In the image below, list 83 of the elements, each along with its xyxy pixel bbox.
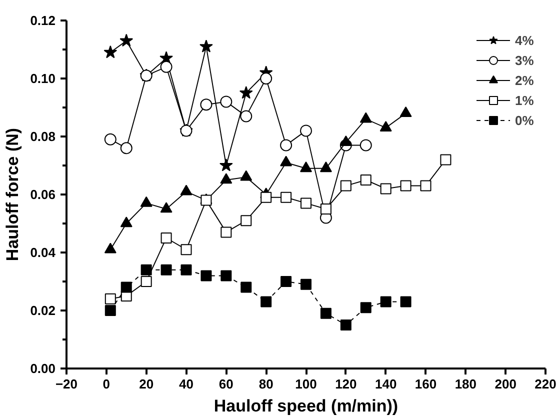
x-tick-label: 200	[494, 376, 516, 392]
point	[220, 226, 232, 238]
x-tick-label: 160	[414, 376, 437, 392]
point	[300, 124, 312, 137]
point	[240, 282, 252, 293]
point	[140, 264, 152, 276]
point	[400, 106, 412, 117]
legend-label: 2%	[515, 72, 535, 88]
point	[180, 184, 192, 196]
x-tick-label: 100	[295, 376, 317, 392]
point	[120, 216, 132, 228]
point	[340, 180, 352, 192]
point	[340, 135, 352, 146]
point	[320, 204, 332, 214]
point	[340, 320, 352, 330]
point	[360, 302, 372, 314]
point	[104, 305, 116, 316]
x-tick-label: 180	[454, 376, 477, 392]
point	[280, 192, 292, 203]
point	[280, 139, 292, 152]
y-axis-title: Hauloff force (N)	[3, 128, 22, 262]
point	[180, 244, 192, 256]
x-tick-label: 220	[534, 376, 556, 392]
point	[200, 40, 213, 52]
point	[300, 278, 312, 290]
point	[240, 110, 252, 122]
x-tick-label: 140	[374, 376, 397, 392]
point	[200, 270, 212, 282]
point	[360, 139, 372, 152]
point	[200, 98, 212, 111]
point	[220, 96, 232, 108]
point	[160, 264, 172, 276]
point	[260, 72, 272, 84]
point	[220, 270, 232, 282]
point	[380, 120, 392, 132]
point	[160, 60, 172, 73]
point	[140, 196, 152, 207]
point	[300, 162, 312, 172]
point	[240, 170, 252, 181]
point	[120, 282, 132, 293]
legend-label: 0%	[515, 112, 535, 128]
point	[220, 173, 232, 184]
point	[240, 215, 252, 226]
y-tick-label: 0.00	[30, 361, 56, 376]
y-tick-label: 0.04	[30, 245, 56, 260]
y-tick-label: 0.10	[30, 71, 56, 86]
x-tick-label: 80	[258, 376, 274, 392]
point	[280, 276, 292, 287]
point	[104, 242, 116, 254]
x-axis-title: Hauloff speed (m/min))	[214, 396, 398, 416]
point	[380, 183, 392, 194]
point	[239, 86, 253, 99]
point	[400, 296, 412, 308]
point	[380, 296, 392, 308]
point	[104, 45, 118, 58]
y-tick-label: 0.12	[30, 13, 56, 28]
x-tick-label: 60	[218, 376, 234, 392]
legend-label: 1%	[515, 92, 535, 108]
point	[320, 308, 332, 319]
point	[420, 180, 432, 192]
point	[260, 192, 272, 203]
point	[104, 133, 116, 146]
x-tick-label: 40	[179, 376, 194, 392]
point	[280, 156, 292, 166]
point	[120, 142, 132, 154]
x-tick-label: 120	[335, 376, 357, 392]
x-tick-label: 0	[102, 376, 110, 392]
point	[120, 34, 134, 47]
x-tick-label: −20	[55, 376, 78, 392]
legend-label: 4%	[515, 32, 535, 48]
point	[160, 202, 172, 213]
point	[360, 112, 372, 123]
point	[180, 264, 192, 276]
point	[219, 158, 233, 172]
point	[320, 162, 332, 172]
point	[400, 180, 412, 192]
legend-label: 3%	[515, 52, 535, 68]
point	[260, 296, 272, 308]
y-tick-label: 0.02	[30, 303, 56, 318]
point	[440, 154, 452, 166]
y-tick-label: 0.08	[30, 129, 56, 144]
x-tick-label: 20	[139, 376, 154, 392]
y-tick-label: 0.06	[30, 187, 56, 202]
